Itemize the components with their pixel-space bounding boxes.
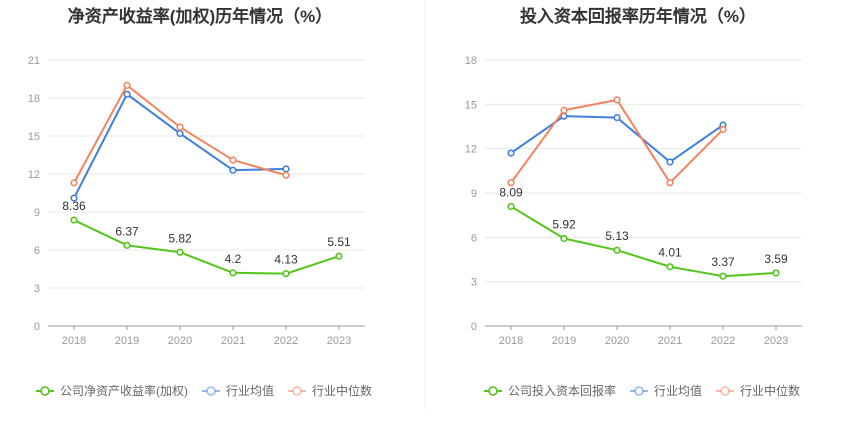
data-point-average: [70, 194, 78, 202]
legend-swatch-marker: [206, 386, 216, 396]
x-tick-label: 2018: [499, 335, 523, 347]
data-point-median: [666, 179, 674, 187]
series-line-median: [510, 98, 724, 184]
y-tick-label: 0: [34, 321, 40, 333]
y-tick-label: 6: [34, 245, 40, 257]
y-tick-label: 18: [465, 55, 477, 67]
series-line-company: [510, 205, 777, 278]
y-tick-label: 9: [34, 207, 40, 219]
data-point-average: [123, 90, 131, 98]
data-point-company: [666, 263, 674, 271]
legend-item-average: 行业均值: [202, 383, 274, 398]
legend-swatch-marker: [720, 386, 730, 396]
data-label: 3.59: [764, 252, 788, 266]
x-tick-label: 2021: [221, 335, 245, 347]
legend-label: 公司投入资本回报率: [508, 383, 616, 398]
x-tick-label: 2018: [62, 335, 86, 347]
legend-label: 行业均值: [654, 383, 702, 398]
x-tick-label: 2021: [658, 335, 682, 347]
legend-item-average: 行业均值: [630, 383, 702, 398]
data-point-company: [176, 248, 184, 256]
chart-1: 净资产收益率(加权)历年情况（%） 0 3 6 9 12 15 18 21 2018 2019 202…: [28, 6, 372, 398]
y-tick-label: 3: [471, 277, 477, 289]
data-point-company: [772, 269, 780, 277]
data-point-company: [507, 202, 515, 211]
chart-title: 投入资本回报率历年情况（%）: [520, 6, 756, 26]
data-point-average: [282, 165, 290, 173]
legend-swatch-marker: [488, 386, 498, 396]
data-label: 5.13: [605, 229, 629, 243]
y-tick-label: 12: [28, 169, 40, 181]
data-label: 3.37: [711, 255, 735, 269]
series-line-average: [73, 93, 287, 199]
data-label: 4.01: [658, 246, 682, 260]
series-line-company: [73, 219, 340, 275]
data-label: 8.36: [62, 199, 86, 213]
data-point-company: [282, 270, 290, 278]
legend-label: 公司净资产收益率(加权): [60, 383, 188, 398]
data-point-company: [229, 269, 237, 277]
y-tick-label: 6: [471, 232, 477, 244]
x-tick-label: 2023: [764, 335, 788, 347]
data-point-average: [666, 158, 674, 166]
x-tick-label: 2020: [605, 335, 629, 347]
data-point-median: [282, 171, 290, 179]
data-point-median: [560, 106, 568, 114]
x-tick-label: 2020: [168, 335, 192, 347]
data-point-company: [560, 234, 568, 243]
data-point-median: [176, 123, 184, 131]
data-label: 4.2: [225, 252, 242, 266]
x-tick-label: 2022: [274, 335, 298, 347]
y-tick-label: 15: [465, 99, 477, 111]
x-tick-label: 2022: [711, 335, 735, 347]
y-tick-label: 18: [28, 93, 40, 105]
data-point-company: [719, 272, 727, 280]
legend-label: 行业中位数: [312, 383, 372, 398]
data-point-median: [123, 81, 131, 89]
y-tick-label: 0: [471, 321, 477, 333]
x-tick-label: 2019: [552, 335, 576, 347]
data-point-company: [70, 216, 78, 224]
data-label: 4.13: [274, 253, 298, 267]
x-tick-label: 2019: [115, 335, 139, 347]
data-point-company: [613, 246, 621, 254]
legend-item-company: 公司净资产收益率(加权): [36, 383, 188, 398]
y-tick-label: 21: [28, 55, 40, 67]
legend-item-company: 公司投入资本回报率: [484, 383, 616, 398]
data-label: 5.92: [552, 218, 576, 232]
data-point-median: [70, 179, 78, 187]
legend-item-median: 行业中位数: [288, 383, 372, 398]
data-point-median: [719, 125, 727, 134]
y-tick-label: 9: [471, 188, 477, 200]
chart-2: 投入资本回报率历年情况（%） 0 3 6 9 12 15 18 2018 2019 2020 2021…: [465, 6, 802, 398]
data-point-company: [123, 241, 131, 249]
x-tick-label: 2023: [327, 335, 351, 347]
data-point-median: [613, 96, 621, 104]
data-point-median: [229, 156, 237, 164]
data-point-company: [335, 252, 343, 260]
legend-swatch-marker: [634, 386, 644, 396]
y-tick-label: 12: [465, 144, 477, 156]
data-label: 8.09: [499, 185, 523, 199]
legend-swatch-marker: [40, 386, 50, 396]
y-tick-label: 3: [34, 283, 40, 295]
legend-item-median: 行业中位数: [716, 383, 800, 398]
data-point-average: [229, 166, 237, 174]
data-point-average: [176, 129, 184, 138]
chart-title: 净资产收益率(加权)历年情况（%）: [68, 6, 332, 26]
y-tick-label: 15: [28, 131, 40, 143]
data-label: 5.51: [327, 235, 351, 249]
legend-swatch-marker: [292, 386, 302, 396]
data-point-average: [507, 149, 515, 157]
legend-label: 行业均值: [226, 383, 274, 398]
data-label: 6.37: [115, 224, 139, 238]
data-point-average: [613, 114, 621, 122]
data-point-median: [507, 179, 515, 187]
data-label: 5.82: [168, 231, 192, 245]
legend-label: 行业中位数: [740, 383, 800, 398]
